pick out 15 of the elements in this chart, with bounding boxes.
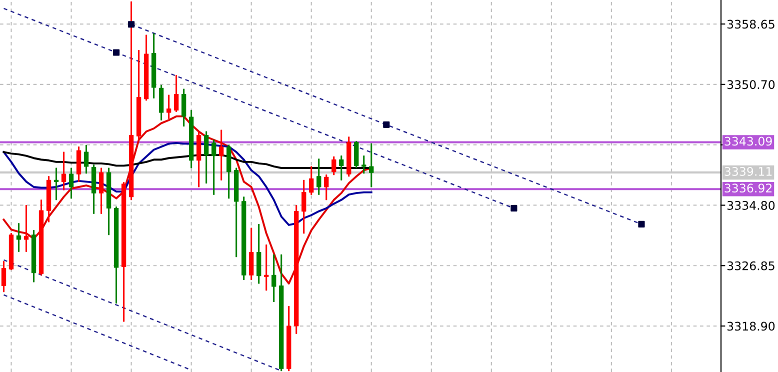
point xyxy=(112,49,120,56)
point xyxy=(638,220,645,228)
ref-line-label: 3336.92 xyxy=(724,184,772,193)
candlestick xyxy=(264,244,269,291)
ref-line-label: 3343.09 xyxy=(724,136,772,146)
y-tick-label: 3318.90 xyxy=(727,322,775,331)
y-tick-label: 3358.65 xyxy=(727,20,774,29)
point xyxy=(128,21,135,28)
y-tick-label: 3350.70 xyxy=(727,80,775,90)
candlestick xyxy=(24,204,29,252)
y-tick-label: 3334.80 xyxy=(727,200,775,210)
y-tick-label: 3326.85 xyxy=(727,261,774,270)
candlestick xyxy=(54,168,59,200)
point xyxy=(383,121,390,128)
point xyxy=(510,204,518,212)
